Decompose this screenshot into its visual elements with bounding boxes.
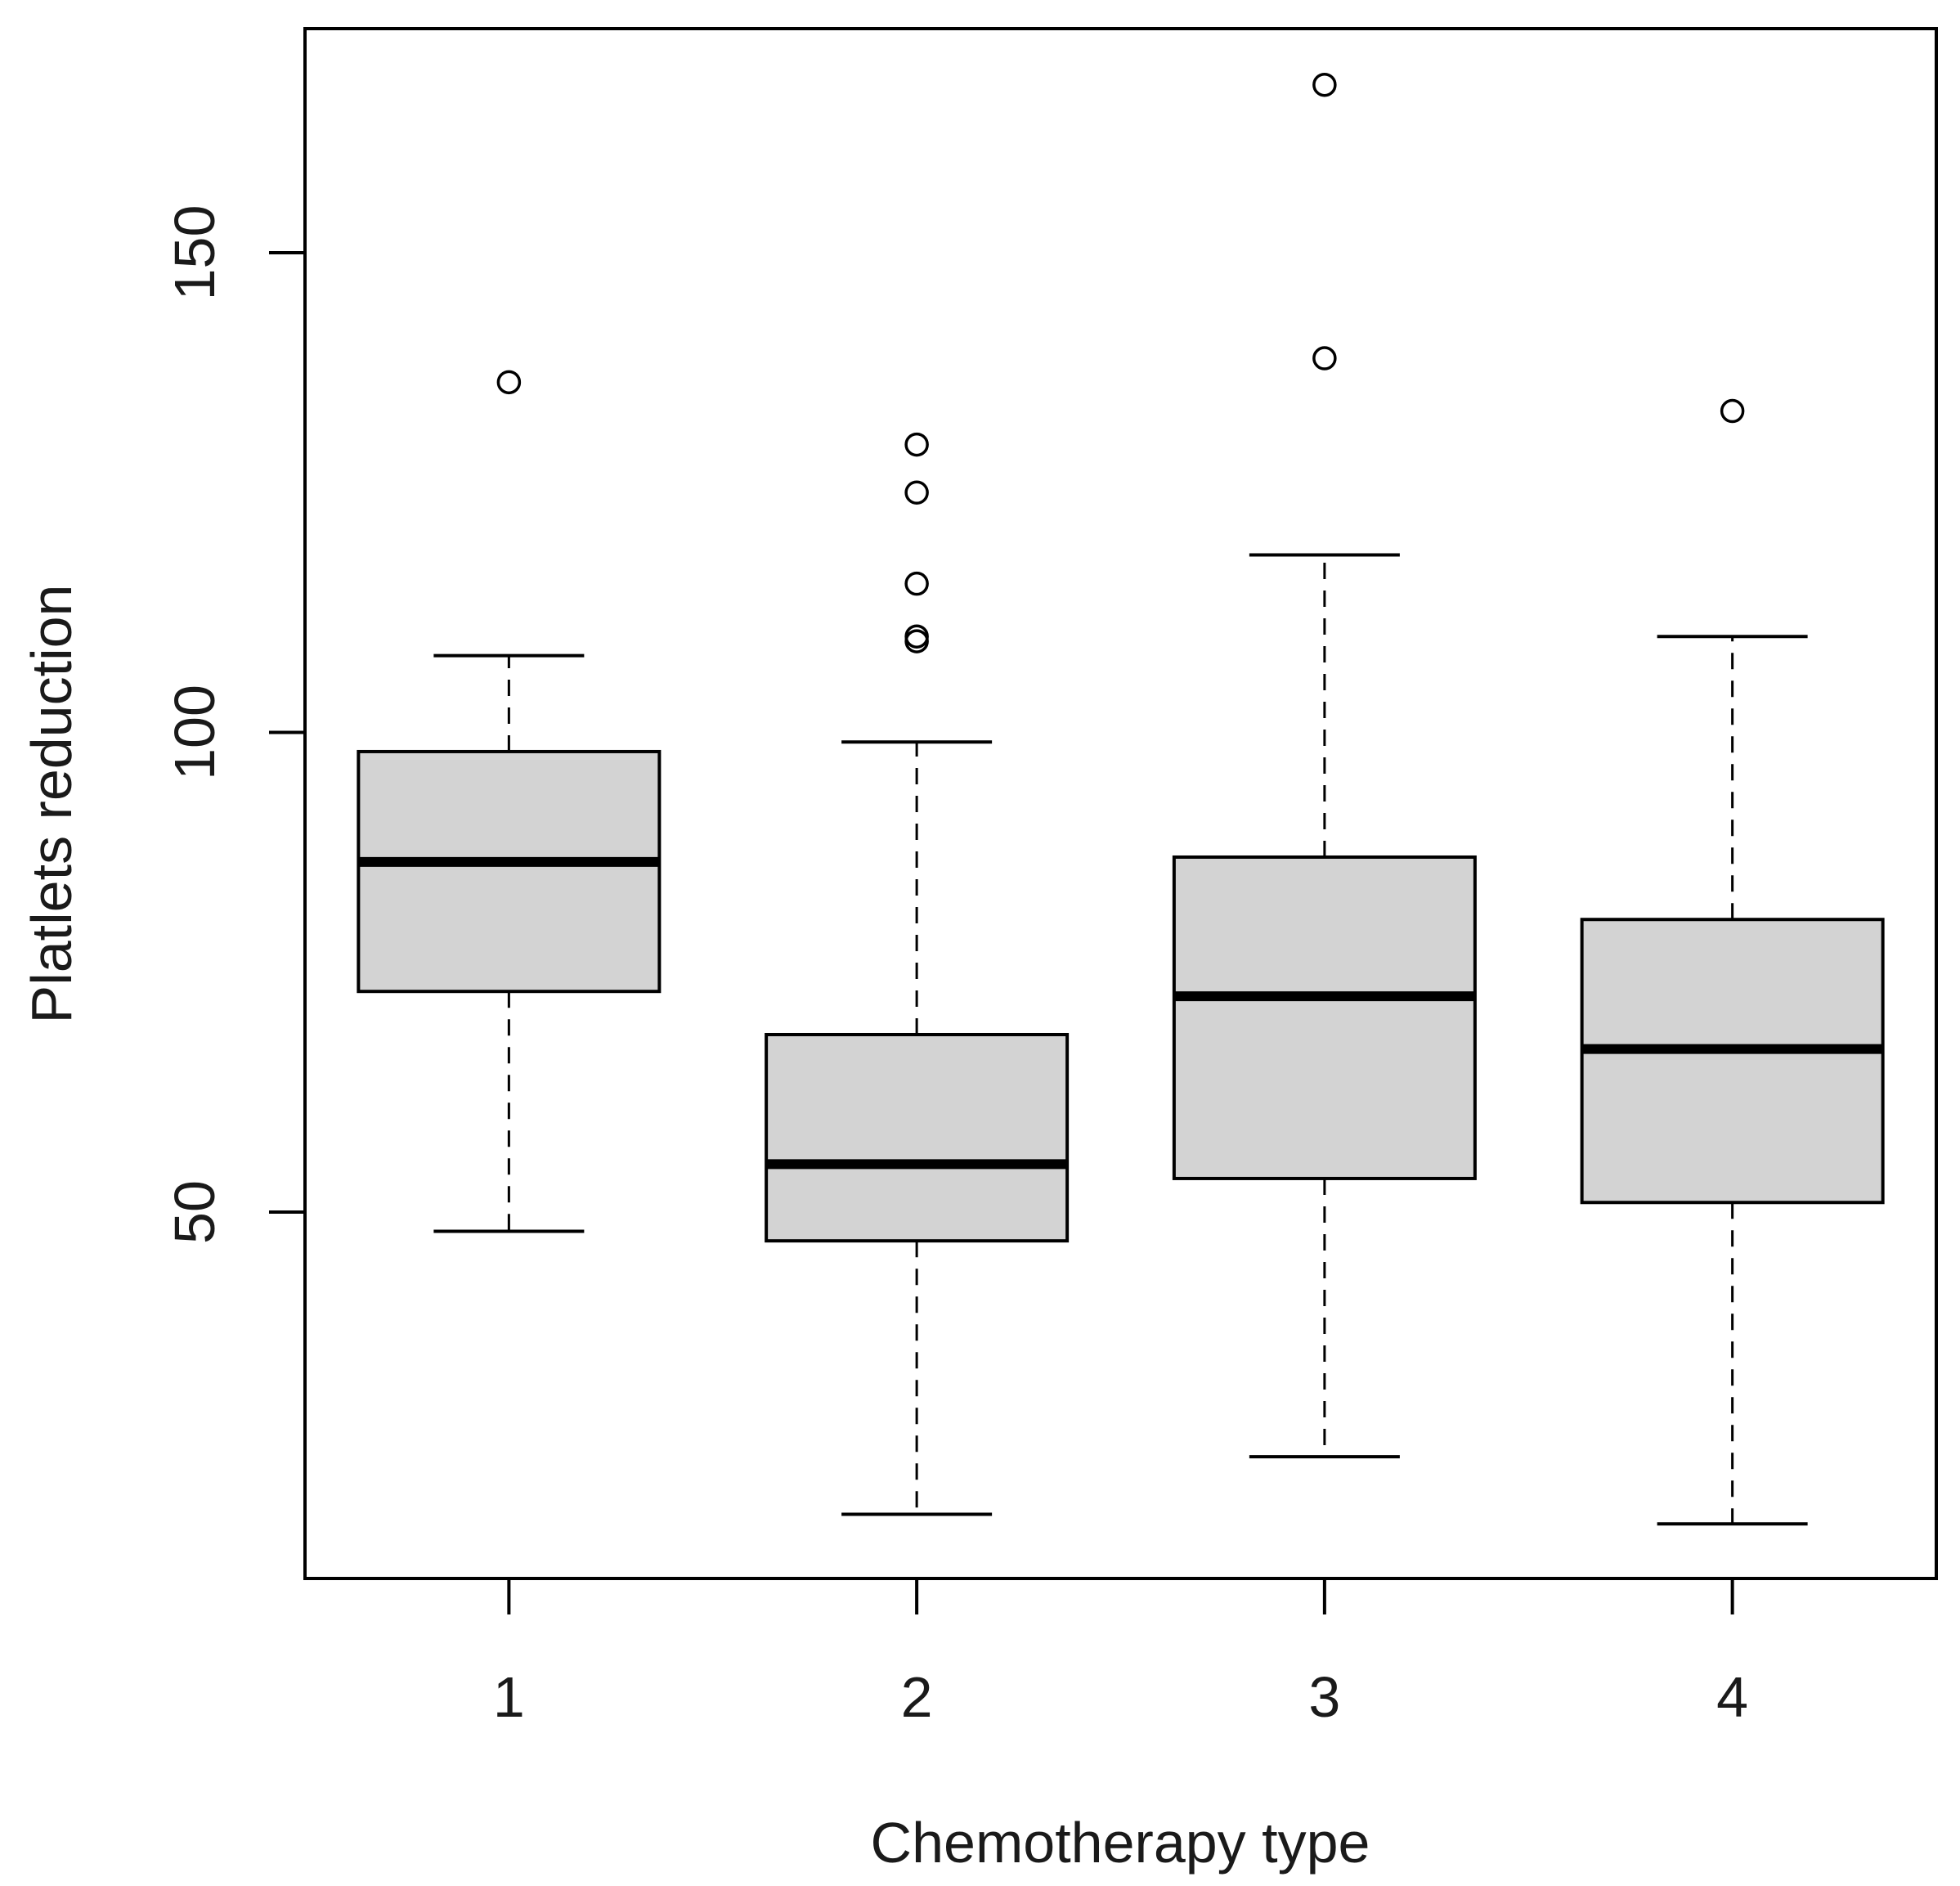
y-tick-label: 150: [163, 205, 226, 301]
x-tick-label: 1: [493, 1665, 525, 1729]
outlier-point: [904, 629, 929, 653]
y-axis: 50 100 150: [163, 205, 305, 1244]
x-axis: 1 2 3 4: [493, 1578, 1748, 1729]
y-tick-label: 100: [163, 685, 226, 780]
iqr-box: [357, 749, 662, 994]
x-tick-label: 3: [1308, 1665, 1340, 1729]
outlier-point: [904, 571, 929, 596]
outlier-point: [904, 432, 929, 457]
iqr-box: [1172, 855, 1477, 1180]
x-tick-label: 4: [1716, 1665, 1748, 1729]
box-group-3: [1172, 72, 1477, 1459]
x-axis-label: Chemotherapy type: [871, 1811, 1370, 1875]
x-tick-label: 2: [901, 1665, 933, 1729]
outlier-point: [1720, 398, 1745, 424]
outlier-point: [1312, 72, 1337, 97]
outlier-point: [904, 480, 929, 505]
box-group-4: [1580, 398, 1885, 1526]
y-axis-label: Platlets reduction: [20, 585, 83, 1024]
iqr-box: [1580, 918, 1885, 1205]
iqr-box: [765, 1032, 1070, 1243]
outlier-point: [496, 370, 522, 395]
box-group-2: [765, 432, 1070, 1516]
boxes-layer: [357, 72, 1885, 1526]
outlier-point: [1312, 346, 1337, 370]
plot-frame: [303, 27, 1938, 1580]
outlier-point: [904, 624, 929, 649]
y-tick-label: 50: [163, 1180, 226, 1244]
box-group-1: [357, 370, 662, 1233]
